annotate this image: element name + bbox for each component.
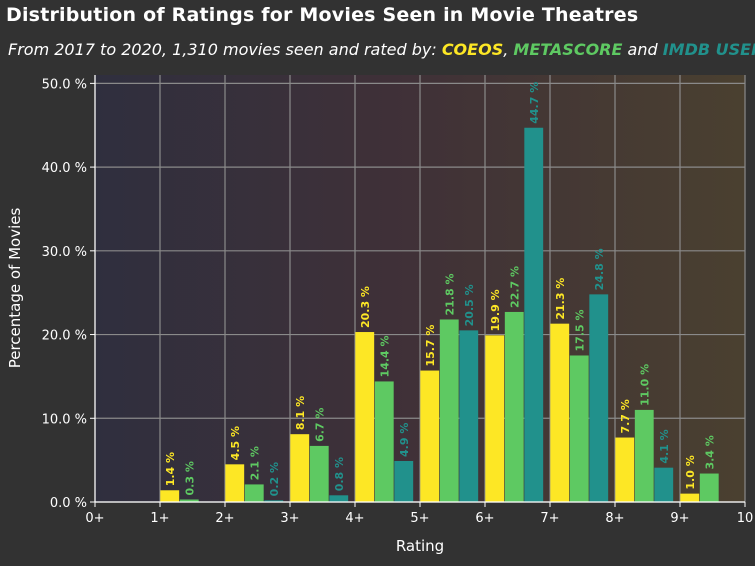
bar-metascore	[699, 473, 719, 502]
subtitle-separator-2: and	[622, 40, 663, 59]
bar-metascore	[504, 311, 524, 502]
x-tick-label: 8+	[605, 511, 624, 526]
label-coeos: 1.0 %	[684, 455, 697, 489]
bar-metascore	[244, 484, 264, 502]
x-tick-label: 5+	[410, 511, 429, 526]
chart-subtitle: From 2017 to 2020, 1,310 movies seen and…	[8, 40, 755, 59]
chart-title: Distribution of Ratings for Movies Seen …	[6, 4, 639, 26]
x-tick-label: 9+	[670, 511, 689, 526]
label-metascore: 6.7 %	[313, 408, 326, 442]
label-coeos: 1.4 %	[164, 452, 177, 486]
bar-imdb	[459, 330, 479, 502]
label-metascore: 21.8 %	[443, 273, 456, 315]
label-metascore: 0.3 %	[183, 461, 196, 495]
label-imdb: 44.7 %	[528, 82, 541, 124]
bar-coeos	[615, 437, 635, 502]
label-coeos: 19.9 %	[489, 289, 502, 331]
x-tick-label: 2+	[215, 511, 234, 526]
label-imdb: 4.1 %	[658, 429, 671, 463]
x-tick-label: 7+	[540, 511, 559, 526]
label-metascore: 14.4 %	[378, 335, 391, 377]
bar-coeos	[290, 434, 310, 502]
bar-imdb	[589, 294, 609, 502]
bar-metascore	[179, 499, 199, 502]
y-axis-label: Percentage of Movies	[6, 208, 24, 369]
bars	[160, 127, 719, 502]
y-tick-label: 40.0 %	[42, 161, 87, 176]
bar-coeos	[420, 370, 440, 502]
bar-imdb	[524, 127, 544, 502]
bar-coeos	[550, 323, 570, 502]
label-coeos: 21.3 %	[554, 278, 567, 320]
bar-imdb	[394, 460, 414, 502]
axes: 0+ 1+ 2+ 3+ 4+ 5+ 6+ 7+ 8+ 9+ 10 0.0 % 10.0 % 20.0 % 3…	[42, 75, 754, 526]
bar-coeos	[225, 464, 245, 502]
data-labels: 1.4 % 4.5 % 8.1 % 20.3 % 15.7 % 19.9 % 21.3 % 7…	[164, 82, 717, 497]
bar-metascore	[439, 319, 459, 502]
label-metascore: 3.4 %	[703, 435, 716, 469]
bar-coeos	[485, 335, 505, 502]
label-metascore: 17.5 %	[573, 309, 586, 351]
bar-metascore	[634, 409, 654, 502]
label-metascore: 11.0 %	[638, 364, 651, 406]
y-tick-label: 0.0 %	[50, 496, 87, 511]
bar-imdb	[264, 500, 284, 502]
bar-coeos	[680, 493, 700, 502]
x-tick-label: 1+	[150, 511, 169, 526]
label-imdb: 20.5 %	[463, 284, 476, 326]
bar-imdb	[329, 495, 349, 502]
label-coeos: 20.3 %	[359, 286, 372, 328]
bar-coeos	[355, 332, 375, 502]
label-coeos: 7.7 %	[619, 399, 632, 433]
subtitle-separator-1: ,	[503, 40, 514, 59]
label-coeos: 8.1 %	[294, 396, 307, 430]
label-metascore: 22.7 %	[508, 266, 521, 308]
bar-metascore	[309, 445, 329, 502]
subtitle-series-imdb: IMDB USERS	[662, 40, 755, 59]
bar-metascore	[374, 381, 394, 502]
x-axis-label: Rating	[396, 537, 444, 555]
x-tick-label: 0+	[85, 511, 104, 526]
subtitle-series-metascore: METASCORE	[513, 40, 623, 59]
subtitle-series-coeos: COEOS	[441, 40, 504, 59]
y-tick-label: 30.0 %	[42, 245, 87, 260]
label-imdb: 4.9 %	[398, 423, 411, 457]
x-tick-label: 3+	[280, 511, 299, 526]
label-coeos: 15.7 %	[424, 325, 437, 367]
x-tick-label: 10	[737, 511, 754, 526]
bar-metascore	[569, 355, 589, 502]
label-imdb: 0.8 %	[333, 457, 346, 491]
x-tick-label: 4+	[345, 511, 364, 526]
label-imdb: 0.2 %	[268, 462, 281, 496]
label-imdb: 24.8 %	[593, 248, 606, 290]
y-tick-label: 20.0 %	[42, 329, 87, 344]
subtitle-prefix: From 2017 to 2020, 1,310 movies seen and…	[8, 40, 442, 59]
bar-imdb	[654, 467, 674, 502]
label-metascore: 2.1 %	[248, 446, 261, 480]
y-tick-label: 50.0 %	[42, 77, 87, 92]
label-coeos: 4.5 %	[229, 426, 242, 460]
bar-coeos	[160, 490, 180, 502]
x-tick-label: 6+	[475, 511, 494, 526]
y-tick-label: 10.0 %	[42, 412, 87, 427]
